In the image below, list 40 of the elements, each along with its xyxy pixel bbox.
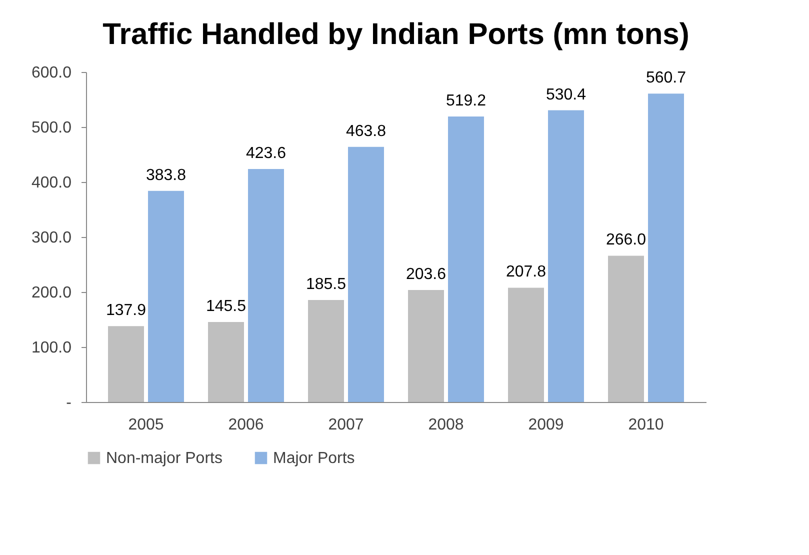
data-label: 423.6 [246, 145, 286, 162]
data-label: 207.8 [506, 264, 546, 281]
bar [108, 326, 144, 402]
data-label: 560.7 [646, 70, 686, 87]
y-tick-label: 100.0 [31, 340, 72, 356]
x-tick-label: 2010 [628, 416, 664, 434]
legend-label: Major Ports [273, 450, 355, 467]
y-tick-label: 500.0 [31, 120, 72, 136]
bar [208, 322, 244, 402]
data-label: 530.4 [546, 86, 586, 104]
data-label: 383.8 [146, 166, 186, 184]
bar [508, 288, 544, 402]
bar [448, 116, 484, 402]
x-tick-label: 2005 [128, 416, 164, 434]
bar [408, 290, 444, 402]
x-tick-label: 2007 [328, 416, 364, 434]
data-label: 463.8 [346, 122, 386, 140]
bar [548, 110, 584, 402]
y-tick-label: - [66, 394, 72, 412]
data-label: 137.9 [106, 302, 146, 320]
y-tick-label: 400.0 [31, 174, 72, 192]
y-tick-label: 600.0 [31, 64, 72, 82]
bar [308, 300, 344, 402]
y-tick-label: 200.0 [31, 284, 72, 302]
x-tick-label: 2009 [528, 416, 564, 434]
data-label: 266.0 [606, 232, 646, 249]
bar [248, 169, 284, 402]
chart-title: Traffic Handled by Indian Ports (mn tons) [102, 18, 690, 51]
x-tick-label: 2006 [228, 416, 264, 434]
data-label: 519.2 [446, 92, 486, 110]
legend-label: Non-major Ports [106, 450, 222, 467]
bar [148, 190, 184, 402]
data-label: 203.6 [406, 266, 446, 284]
bar [648, 94, 684, 402]
bar [608, 256, 644, 402]
data-label: 145.5 [206, 298, 246, 315]
y-tick-label: 300.0 [31, 230, 72, 246]
x-tick-label: 2008 [428, 416, 464, 434]
data-label: 185.5 [306, 276, 346, 293]
bar [348, 146, 384, 402]
